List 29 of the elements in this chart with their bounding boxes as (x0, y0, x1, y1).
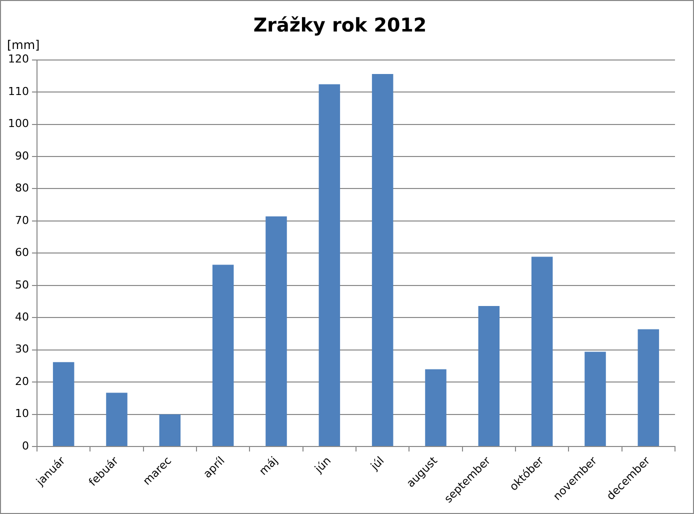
y-tick-label: 40 (14, 310, 29, 324)
y-tick-label: 20 (14, 374, 29, 388)
bar (372, 74, 394, 446)
bar (106, 392, 128, 446)
x-tick-label: jún (312, 454, 334, 476)
y-tick-label: 10 (14, 407, 29, 420)
bar (212, 264, 234, 446)
y-tick-label: 70 (14, 214, 29, 227)
bar (159, 414, 181, 446)
bar (318, 84, 340, 446)
bar (478, 306, 500, 446)
y-tick-label: 50 (14, 278, 29, 292)
x-tick-label: júl (368, 454, 387, 474)
bar (266, 216, 287, 446)
bar (52, 362, 74, 446)
y-axis-title: [mm] (7, 38, 40, 52)
bar (531, 256, 553, 446)
bar (584, 352, 606, 446)
y-tick-label: 30 (14, 342, 29, 356)
y-tick-label: 80 (14, 182, 29, 195)
bar (425, 369, 446, 446)
y-tick-label: 0 (22, 439, 29, 452)
chart-title: Zrážky rok 2012 (253, 14, 427, 36)
bar (638, 329, 660, 446)
y-tick-label: 60 (14, 246, 29, 260)
y-tick-label: 110 (8, 84, 29, 98)
y-tick-label: 90 (14, 149, 29, 162)
y-tick-label: 120 (8, 52, 29, 66)
y-tick-label: 100 (8, 117, 29, 130)
